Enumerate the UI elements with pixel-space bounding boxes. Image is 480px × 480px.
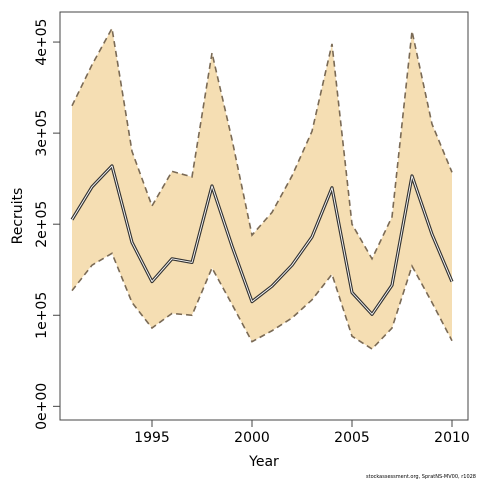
x-tick-label: 2000 [234, 430, 270, 446]
plot-frame [59, 11, 469, 421]
y-tick-label: 0e+00 [34, 383, 50, 430]
lower-bound-line [71, 252, 453, 350]
x-tick-label: 2005 [334, 430, 370, 446]
y-tick-label: 1e+05 [34, 292, 50, 339]
estimate-line [71, 165, 453, 315]
y-tick-label: 2e+05 [34, 201, 50, 248]
y-axis-title: Recruits [10, 188, 26, 245]
y-axis: 0e+00 1e+05 2e+05 3e+05 4e+05 [34, 19, 60, 430]
confidence-band [72, 28, 452, 349]
y-tick-label: 3e+05 [34, 110, 50, 157]
upper-bound-line [71, 25, 453, 261]
y-tick-label: 4e+05 [34, 19, 50, 66]
x-axis-title: Year [248, 454, 279, 470]
x-axis: 1995 2000 2005 2010 [134, 420, 470, 446]
credit-text: stockassessment.org, SpratNS-MV00, r1028 [366, 474, 476, 480]
x-tick-label: 1995 [134, 430, 170, 446]
x-tick-label: 2010 [434, 430, 470, 446]
